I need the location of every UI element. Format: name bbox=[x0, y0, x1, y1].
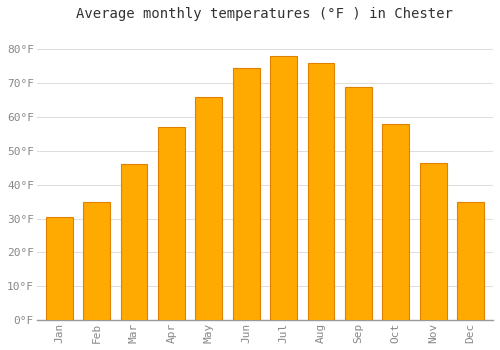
Bar bbox=[196, 97, 222, 320]
Bar bbox=[120, 164, 148, 320]
Bar bbox=[345, 86, 372, 320]
Bar bbox=[46, 217, 72, 320]
Bar bbox=[420, 163, 446, 320]
Bar bbox=[308, 63, 334, 320]
Bar bbox=[270, 56, 297, 320]
Title: Average monthly temperatures (°F ) in Chester: Average monthly temperatures (°F ) in Ch… bbox=[76, 7, 454, 21]
Bar bbox=[83, 202, 110, 320]
Bar bbox=[158, 127, 185, 320]
Bar bbox=[382, 124, 409, 320]
Bar bbox=[232, 68, 260, 320]
Bar bbox=[457, 202, 484, 320]
